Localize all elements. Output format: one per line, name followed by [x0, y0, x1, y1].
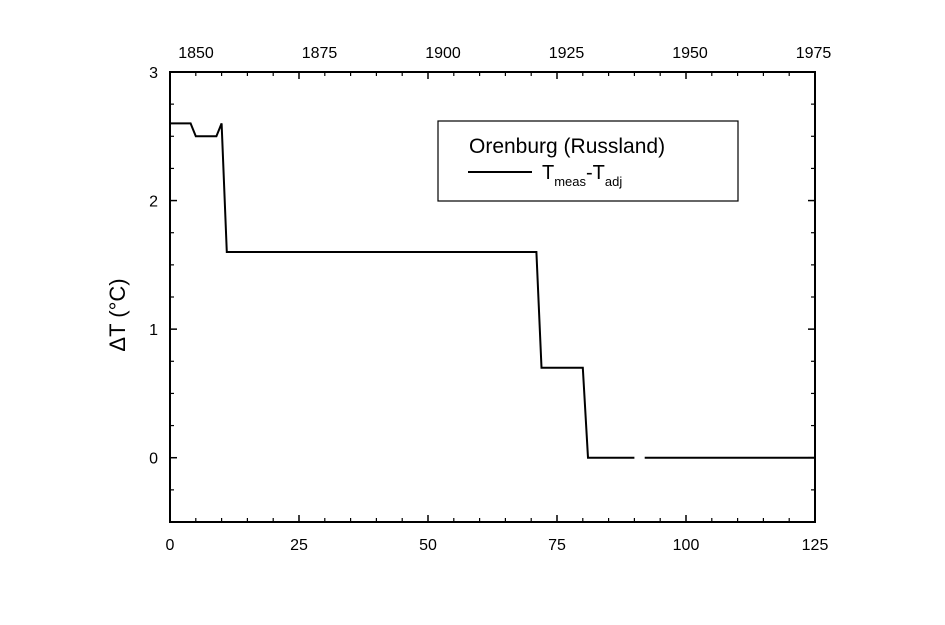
legend-label-sub: adj: [605, 174, 622, 189]
plot-frame: [169, 71, 816, 523]
top-axis-tick-labels: 1850 1875 1900 1925 1950 1975: [178, 45, 831, 62]
y-tick-label: 2: [149, 194, 158, 211]
y-axis-title: ΔT (°C): [105, 278, 130, 351]
top-axis-tick-label: 1875: [302, 45, 338, 62]
top-axis-tick-label: 1950: [672, 45, 708, 62]
x-tick-label: 50: [419, 537, 437, 554]
x-tick-label: 75: [548, 537, 566, 554]
data-series: [170, 122, 815, 459]
x-tick-label: 125: [802, 537, 829, 554]
y-tick-label: 0: [149, 451, 158, 468]
x-tick-label: 25: [290, 537, 308, 554]
series-line: [170, 122, 635, 459]
x-tick-labels: 0 25 50 75 100 125: [166, 537, 829, 554]
y-tick-labels: 0 1 2 3: [149, 65, 158, 468]
y-tick-label: 1: [149, 322, 158, 339]
legend-series-label: Tmeas-Tadj: [542, 162, 622, 189]
legend-label-part: -T: [586, 162, 605, 184]
top-axis-tick-label: 1925: [549, 45, 585, 62]
x-tick-label: 0: [166, 537, 175, 554]
legend-label-part: T: [542, 162, 554, 184]
legend-label-sub: meas: [554, 174, 586, 189]
top-axis-tick-label: 1850: [178, 45, 214, 62]
x-tick-label: 100: [673, 537, 700, 554]
legend: Orenburg (Russland) Tmeas-Tadj: [437, 120, 739, 202]
top-axis-tick-label: 1900: [425, 45, 461, 62]
y-tick-label: 3: [149, 65, 158, 82]
legend-box: [437, 120, 739, 202]
legend-title: Orenburg (Russland): [469, 135, 665, 158]
top-axis-tick-label: 1975: [796, 45, 832, 62]
